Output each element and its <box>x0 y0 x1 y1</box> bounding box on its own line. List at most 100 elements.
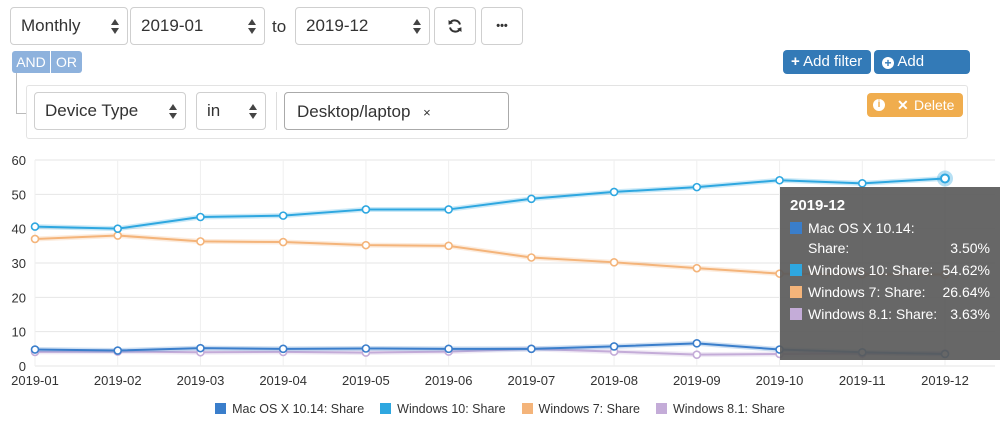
data-point <box>692 263 702 273</box>
tooltip-label: Mac OS X 10.14: Share: <box>808 220 915 256</box>
x-tick-label: 2019-07 <box>508 373 556 388</box>
refresh-icon <box>448 19 462 33</box>
data-point <box>609 258 619 267</box>
plus-icon: + <box>791 53 800 70</box>
data-point <box>527 344 536 354</box>
interval-value: Monthly <box>21 16 81 35</box>
legend-label: Windows 7: Share <box>538 402 640 416</box>
refresh-button[interactable] <box>434 7 476 45</box>
field-value: Device Type <box>45 101 139 120</box>
tooltip-title: 2019-12 <box>790 197 846 214</box>
x-tick-label: 2019-06 <box>425 373 473 388</box>
data-point <box>692 350 702 359</box>
info-icon[interactable]: i <box>873 99 885 111</box>
data-point <box>30 222 40 231</box>
tooltip-row: Windows 8.1: Share: 3.63% <box>790 304 990 324</box>
tooltip-label: Windows 7: Share: <box>808 284 926 300</box>
y-tick-label: 30 <box>12 256 26 271</box>
tooltip-label: Windows 10: Share: <box>808 262 934 278</box>
x-tick-label: 2019-12 <box>921 373 969 388</box>
plus-circle-icon: + <box>882 57 894 69</box>
delete-button[interactable]: i ✕ Delete <box>867 93 963 117</box>
tooltip-swatch <box>790 308 802 320</box>
data-point <box>444 344 453 354</box>
tooltip-row: Windows 10: Share: 54.62% <box>790 260 990 280</box>
to-date-select[interactable]: 2019-12 <box>295 7 430 45</box>
x-tick-label: 2019-10 <box>756 373 804 388</box>
data-point <box>196 212 205 222</box>
value-input[interactable]: Desktop/laptop × <box>284 92 509 130</box>
y-tick-label: 10 <box>12 325 26 340</box>
legend-swatch <box>521 403 533 414</box>
filter-row <box>26 85 968 139</box>
interval-select[interactable]: Monthly <box>10 7 128 45</box>
tooltip-swatch <box>790 286 802 298</box>
y-tick-label: 60 <box>12 153 26 168</box>
x-tick-label: 2019-11 <box>839 373 886 388</box>
x-tick-label: 2019-04 <box>259 373 307 388</box>
legend-label: Windows 10: Share <box>397 402 506 416</box>
operator-select[interactable]: in <box>196 92 266 130</box>
data-point <box>30 234 40 244</box>
chart-tooltip: 2019-12 Mac OS X 10.14: Share: 3.50% Windo… <box>780 187 1000 360</box>
from-date-select[interactable]: 2019-01 <box>130 7 265 45</box>
data-point <box>857 179 867 188</box>
tooltip-value: 26.64% <box>942 284 990 300</box>
legend-label: Windows 8.1: Share <box>672 402 785 416</box>
tooltip-value: 3.63% <box>950 306 990 322</box>
y-tick-label: 40 <box>12 222 26 237</box>
divider <box>276 92 277 130</box>
select-arrows-icon <box>169 102 177 120</box>
data-point <box>113 346 123 355</box>
data-point <box>361 240 371 250</box>
x-tick-label: 2019-02 <box>94 373 142 388</box>
from-date-value: 2019-01 <box>141 16 204 35</box>
and-toggle[interactable]: AND <box>12 51 50 73</box>
data-point <box>196 237 205 246</box>
chart-legend: Mac OS X 10.14: Share Windows 10: Share Wi… <box>0 402 1000 416</box>
value-chip: Desktop/laptop × <box>297 102 431 122</box>
data-point <box>444 241 453 251</box>
select-arrows-icon <box>248 17 256 35</box>
data-point <box>692 339 702 348</box>
data-point <box>692 182 702 192</box>
add-filter-button[interactable]: + Add filter <box>783 50 871 74</box>
x-tick-label: 2019-08 <box>590 373 638 388</box>
add-filter-label: Add filter <box>803 53 863 70</box>
x-tick-label: 2019-01 <box>11 373 59 388</box>
legend-item[interactable]: Mac OS X 10.14: Share <box>215 402 364 416</box>
data-point <box>278 211 288 220</box>
x-tick-label: 2019-05 <box>342 373 390 388</box>
delete-label: Delete <box>914 97 955 113</box>
to-label: to <box>272 17 287 36</box>
select-arrows-icon <box>249 102 257 120</box>
tooltip-label: Windows 8.1: Share: <box>808 306 938 322</box>
data-point <box>444 205 453 214</box>
more-icon: ••• <box>496 20 508 32</box>
tooltip-value: 54.62% <box>942 262 990 278</box>
hover-point <box>940 173 950 184</box>
legend-item[interactable]: Windows 7: Share <box>521 402 640 416</box>
tooltip-row: Windows 7: Share: 26.64% <box>790 282 990 302</box>
data-point <box>196 343 205 353</box>
group-connector <box>16 73 27 114</box>
data-point <box>527 253 536 262</box>
data-point <box>609 342 619 351</box>
tooltip-row: Mac OS X 10.14: Share: 3.50% <box>790 218 990 258</box>
or-toggle[interactable]: OR <box>51 51 82 73</box>
y-tick-label: 0 <box>19 359 26 374</box>
data-point <box>30 345 40 354</box>
value-chip-label: Desktop/laptop <box>297 102 411 121</box>
remove-value-icon[interactable]: × <box>423 105 431 120</box>
data-point <box>775 175 784 185</box>
more-options-button[interactable]: ••• <box>481 7 523 45</box>
y-tick-label: 50 <box>12 187 26 202</box>
field-select[interactable]: Device Type <box>34 92 186 130</box>
select-arrows-icon <box>413 17 421 35</box>
legend-item[interactable]: Windows 10: Share <box>380 402 506 416</box>
legend-label: Mac OS X 10.14: Share <box>232 402 365 416</box>
legend-item[interactable]: Windows 8.1: Share <box>655 402 785 416</box>
data-point <box>113 231 123 240</box>
legend-swatch <box>655 403 667 414</box>
select-arrows-icon <box>111 17 119 35</box>
